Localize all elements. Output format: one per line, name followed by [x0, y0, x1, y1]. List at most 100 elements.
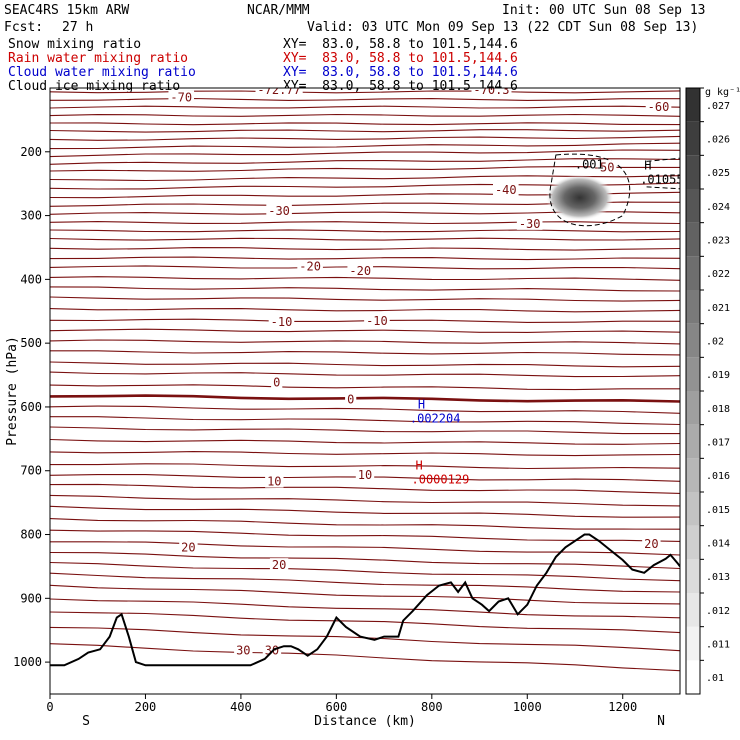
colorbar-swatch	[686, 525, 700, 560]
contour-label-bg	[347, 264, 374, 278]
colorbar-swatch	[686, 189, 700, 223]
isotherm-line	[50, 166, 680, 172]
isotherm-line	[50, 129, 680, 133]
isotherm-line	[50, 328, 680, 333]
contour-label-bg	[364, 313, 390, 327]
contour-label-bg	[642, 537, 661, 551]
isotherm-line	[50, 529, 680, 542]
colorbar-label: .012	[706, 606, 730, 617]
isotherm-line	[50, 276, 680, 281]
contour-label-bg	[645, 100, 672, 114]
contour-label-bg	[516, 216, 543, 230]
isotherm-line	[50, 572, 680, 593]
contour-label: 10	[358, 468, 372, 482]
isotherm-line	[50, 505, 680, 518]
colorbar-swatch	[686, 559, 700, 593]
axes: 0 200 400 600 800 1000 12002003004005006007008…	[5, 145, 665, 729]
y-tick-label: 500	[20, 336, 42, 350]
isotherm-line	[50, 451, 680, 457]
isotherm-line	[50, 611, 680, 634]
colorbar-swatch	[686, 88, 700, 122]
x-tick-label: 0	[46, 700, 53, 714]
x-tick-label: 1200	[608, 700, 637, 714]
y-tick-label: 200	[20, 145, 42, 159]
isotherm-line	[50, 105, 680, 109]
contour-label: 30	[236, 644, 250, 658]
isotherm-line	[50, 90, 680, 94]
colorbar-label: .016	[706, 471, 730, 482]
colorbar-label: .026	[706, 135, 730, 146]
colorbar-label: .022	[706, 269, 730, 280]
contour-label: -72.77	[257, 83, 300, 97]
isotherm-line	[50, 135, 680, 141]
y-tick-label: 600	[20, 400, 42, 414]
contour-label: -20	[349, 264, 371, 278]
isotherm-line	[50, 371, 680, 378]
contour-label-bg	[255, 88, 303, 96]
rain-max-value: .0000129	[412, 473, 470, 487]
isotherm-line	[50, 286, 680, 292]
isotherm-line	[50, 584, 680, 605]
contour-label: -10	[271, 315, 293, 329]
contour-label-bg	[590, 160, 617, 174]
endpoint-south: S	[82, 714, 90, 729]
colorbar-label: .018	[706, 404, 730, 415]
forecast-hours: 27 h	[62, 20, 94, 35]
colorbar-swatch	[686, 323, 700, 358]
field-xy-rain: XY= 83.0, 58.8 to 101.5,144.6	[283, 51, 518, 66]
field-name-rain: Rain water mixing ratio	[8, 51, 189, 66]
colorbar-label: .01	[706, 673, 724, 684]
colorbar-swatch	[686, 256, 700, 290]
colorbar-swatch	[686, 357, 700, 391]
terrain-profile	[50, 533, 680, 667]
isotherm-line	[50, 113, 680, 117]
colorbar-label: .025	[706, 168, 730, 179]
isotherm-line	[50, 296, 680, 302]
plot-area: -70 -72.77 -70.3 -60 -50 -40 -30 -30 -20 -20 -10 -1…	[50, 83, 680, 672]
contour-label: -70	[170, 91, 192, 105]
valid-time: Valid: 03 UTC Mon 09 Sep 13 (22 CDT Sun …	[307, 20, 699, 35]
contour-label: 10	[267, 475, 281, 489]
isotherm-line	[50, 416, 680, 426]
colorbar-label: .017	[706, 438, 730, 449]
isotherm-line	[50, 438, 680, 445]
x-axis-title: Distance (km)	[314, 714, 416, 729]
y-tick-label: 300	[20, 209, 42, 223]
contour-label: 20	[181, 540, 195, 554]
isotherm-line	[50, 237, 680, 241]
plot-frame	[49, 87, 681, 695]
colorbar-label: .021	[706, 303, 730, 314]
colorbar-label: .015	[706, 505, 730, 516]
contour-label-bg	[297, 259, 323, 273]
colorbar-swatch	[686, 290, 700, 324]
isotherm-line	[50, 318, 680, 323]
isotherm-line	[50, 426, 680, 435]
isotherm-line	[50, 122, 680, 126]
contour-label: -50	[593, 161, 615, 175]
colorbar-label: .024	[706, 202, 730, 213]
contour-label: -30	[519, 217, 541, 231]
isotherm-line	[50, 247, 680, 251]
colorbar-swatch	[686, 593, 700, 627]
cloud-water-max-value: .002204	[410, 411, 461, 425]
colorbar-swatch	[686, 492, 700, 526]
isotherm-line	[50, 598, 680, 619]
isotherm-line	[50, 175, 680, 182]
y-axis-title: Pressure (hPa)	[5, 336, 20, 446]
colorbar-swatch	[686, 458, 700, 492]
isotherm-line	[50, 626, 680, 652]
contour-label: -40	[495, 183, 517, 197]
isotherm-line	[50, 518, 680, 530]
contour-label-bg	[492, 183, 519, 197]
contour-label: -10	[366, 314, 388, 328]
isotherm-line	[50, 221, 680, 225]
cloud-water-max-marker: H	[418, 397, 425, 411]
x-tick-label: 800	[421, 700, 443, 714]
isotherm-line	[50, 541, 680, 556]
field-name-snow: Snow mixing ratio	[8, 37, 142, 52]
snow-contour	[549, 153, 631, 227]
field-xy-snow: XY= 83.0, 58.8 to 101.5,144.6	[283, 37, 518, 52]
colorbar-unit: g kg⁻¹	[705, 87, 740, 98]
snow-max-shading	[545, 174, 614, 221]
